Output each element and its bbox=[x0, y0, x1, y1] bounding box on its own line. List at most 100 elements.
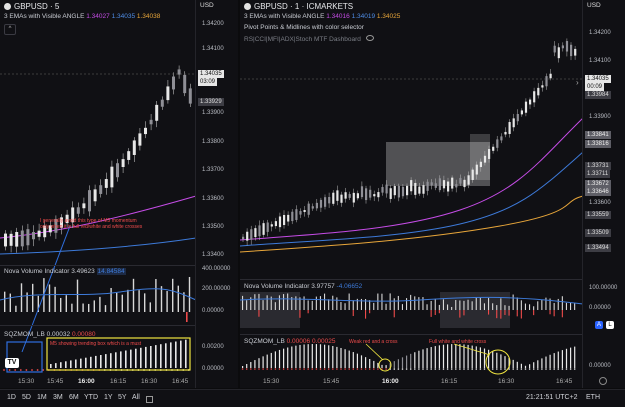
candle bbox=[65, 214, 69, 224]
left-chart-pane[interactable]: GBPUSD · 5 3 EMAs with Visible ANGLE 1.3… bbox=[0, 0, 238, 388]
collapse-legend-button[interactable]: ^ bbox=[4, 24, 16, 35]
left-chart-title[interactable]: GBPUSD · 5 bbox=[4, 2, 59, 11]
timeframe-1y[interactable]: 1Y bbox=[104, 394, 113, 401]
volume-bar-negative bbox=[520, 310, 522, 319]
volume-bar bbox=[262, 300, 264, 310]
right-chart-title[interactable]: GBPUSD · 1 · ICMARKETS bbox=[244, 2, 353, 11]
volume-bar-negative bbox=[393, 310, 395, 318]
sqz-dot bbox=[291, 368, 293, 370]
volume-bar bbox=[401, 304, 403, 310]
sqz-bar bbox=[438, 345, 440, 368]
volume-bar-negative bbox=[299, 310, 301, 318]
volume-bar bbox=[291, 297, 293, 310]
timeframe-1d[interactable]: 1D bbox=[7, 394, 16, 401]
weak-red-annotation: Weak red and a cross bbox=[349, 339, 398, 345]
candle bbox=[541, 85, 544, 88]
candle bbox=[250, 229, 253, 240]
right-price-axis[interactable]: USD 1.34200 1.34100 1.34035 00:09 1.3398… bbox=[582, 0, 625, 388]
pivot-legend[interactable]: Pivot Points & Midlines with color selec… bbox=[244, 24, 364, 31]
sqz-bar bbox=[459, 344, 461, 368]
sqz-bar bbox=[283, 348, 285, 368]
dashboard-legend[interactable]: RS|CCI|MFI|ADX|Stoch MTF Dashboard bbox=[244, 35, 374, 43]
volume-bar bbox=[406, 298, 408, 310]
candle bbox=[283, 214, 286, 226]
timeframe-5y[interactable]: 5Y bbox=[118, 394, 127, 401]
sqz-dot bbox=[438, 368, 441, 370]
right-chart-pane[interactable]: GBPUSD · 1 · ICMARKETS 3 EMAs with Visib… bbox=[240, 0, 625, 388]
sqz-bar bbox=[418, 350, 420, 368]
sqz-bar bbox=[508, 357, 510, 368]
left-chart-canvas[interactable] bbox=[0, 0, 238, 388]
candle bbox=[110, 166, 114, 188]
candle bbox=[258, 225, 261, 237]
sqz-bar bbox=[492, 351, 494, 368]
volume-bar bbox=[570, 302, 572, 310]
clock-display[interactable]: 21:21:51 UTC+2 bbox=[526, 394, 578, 401]
currency-display[interactable]: ETH bbox=[586, 394, 600, 401]
sqz-bar bbox=[348, 350, 350, 368]
sqz-bar bbox=[340, 347, 342, 368]
pane-divider[interactable] bbox=[240, 279, 583, 280]
pane-divider[interactable] bbox=[0, 265, 196, 266]
timeframe-5d[interactable]: 5D bbox=[22, 394, 31, 401]
volume-bar bbox=[258, 293, 260, 310]
candle bbox=[418, 186, 421, 194]
sqz-bar bbox=[65, 361, 67, 368]
sqz-dot bbox=[14, 369, 17, 371]
candle bbox=[266, 222, 269, 232]
timeframe-all[interactable]: All bbox=[132, 394, 140, 401]
candle bbox=[4, 233, 7, 247]
sqz-dot bbox=[418, 368, 420, 370]
candle bbox=[274, 221, 277, 227]
volume-bar bbox=[160, 286, 163, 312]
sqz-bar bbox=[561, 350, 563, 368]
sqz-dot bbox=[286, 368, 289, 370]
price-tag: 1.33731 bbox=[585, 162, 611, 170]
price-label: 1.33700 bbox=[202, 167, 224, 173]
auto-scale-button[interactable]: A bbox=[595, 321, 603, 329]
highlight-zone bbox=[470, 134, 490, 180]
log-scale-button[interactable]: L bbox=[606, 321, 614, 329]
volume-axis-label: 0.00000 bbox=[202, 308, 224, 314]
tradingview-logo-icon[interactable]: TV bbox=[5, 358, 19, 368]
right-ema-legend[interactable]: 3 EMAs with Visible ANGLE 1.34016 1.3401… bbox=[244, 13, 401, 20]
price-tag: 1.33559 bbox=[585, 211, 611, 219]
volume-bar bbox=[516, 297, 518, 310]
right-sqz-legend[interactable]: SQZMOM_LB 0.00006 0.00025 bbox=[244, 338, 336, 345]
sqz-bar bbox=[401, 357, 404, 368]
right-volume-legend[interactable]: Nova Volume Indicator 3.97757 -4.06652 bbox=[244, 283, 363, 290]
candle bbox=[328, 197, 331, 204]
calendar-icon[interactable] bbox=[146, 396, 153, 403]
sqz-dot bbox=[553, 368, 555, 370]
left-ema-legend[interactable]: 3 EMAs with Visible ANGLE 1.34027 1.3403… bbox=[4, 13, 161, 20]
sqz-dot bbox=[565, 368, 568, 370]
eye-icon[interactable] bbox=[365, 35, 374, 41]
volume-ma-line bbox=[240, 296, 584, 305]
pane-divider[interactable] bbox=[240, 334, 583, 335]
prev-price-tag: 1.33929 bbox=[198, 98, 224, 106]
price-label: 1.33600 bbox=[202, 196, 224, 202]
sqz-dot bbox=[442, 368, 445, 370]
timeframe-6m[interactable]: 6M bbox=[69, 394, 79, 401]
sqz-dot bbox=[475, 368, 478, 370]
annotation-arrow bbox=[365, 343, 384, 361]
left-price-axis[interactable]: USD 1.34200 1.34100 1.34035 03:09 1.3392… bbox=[195, 0, 238, 388]
right-chart-canvas[interactable] bbox=[240, 0, 625, 388]
currency-selector[interactable]: USD bbox=[587, 2, 601, 9]
sqz-bar bbox=[266, 354, 268, 368]
left-volume-legend[interactable]: Nova Volume Indicator 3.49623 14.84584 bbox=[4, 268, 126, 275]
candle bbox=[332, 192, 335, 204]
sqz-dot bbox=[373, 368, 375, 370]
pane-divider[interactable] bbox=[0, 325, 196, 326]
sqz-dot bbox=[299, 368, 301, 370]
timeframe-3m[interactable]: 3M bbox=[53, 394, 63, 401]
timeframe-ytd[interactable]: YTD bbox=[84, 394, 98, 401]
sqz-bar bbox=[434, 346, 436, 368]
left-sqz-legend[interactable]: SQZMOM_LB 0.00032 0.00080 bbox=[4, 331, 96, 338]
chevron-right-icon[interactable]: › bbox=[576, 78, 579, 87]
currency-selector[interactable]: USD bbox=[200, 2, 214, 9]
sqz-bar bbox=[85, 357, 87, 368]
timeframe-1m[interactable]: 1M bbox=[37, 394, 47, 401]
sqz-bar bbox=[541, 358, 543, 368]
settings-gear-icon[interactable] bbox=[599, 377, 607, 385]
